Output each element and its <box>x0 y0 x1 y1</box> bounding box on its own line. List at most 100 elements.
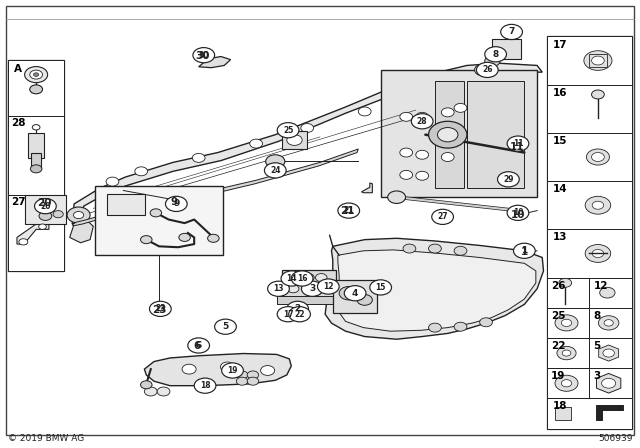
Polygon shape <box>338 250 536 331</box>
Text: 8: 8 <box>493 50 499 59</box>
Bar <box>547 181 632 229</box>
Circle shape <box>561 379 572 387</box>
Polygon shape <box>72 63 542 224</box>
Bar <box>589 338 632 368</box>
Circle shape <box>67 207 90 223</box>
Bar <box>333 280 378 313</box>
Bar <box>547 278 589 308</box>
Text: 16: 16 <box>297 274 307 283</box>
Text: 25: 25 <box>283 126 293 135</box>
Circle shape <box>559 278 572 287</box>
Circle shape <box>157 387 170 396</box>
Bar <box>547 36 632 429</box>
Text: 11: 11 <box>509 142 524 152</box>
Text: 3: 3 <box>593 371 600 381</box>
Circle shape <box>193 47 214 63</box>
Polygon shape <box>198 56 230 68</box>
Circle shape <box>236 377 248 385</box>
Circle shape <box>507 205 529 220</box>
Circle shape <box>600 287 615 298</box>
Text: 23: 23 <box>152 305 166 315</box>
Circle shape <box>25 67 47 82</box>
Circle shape <box>247 377 259 385</box>
Text: 27: 27 <box>12 197 26 207</box>
Bar <box>8 116 64 195</box>
Bar <box>589 278 632 308</box>
Circle shape <box>260 366 275 375</box>
Circle shape <box>317 279 339 294</box>
Circle shape <box>593 153 603 161</box>
Text: 15: 15 <box>552 136 567 146</box>
Bar <box>547 133 632 181</box>
Circle shape <box>141 236 152 244</box>
Text: 9: 9 <box>173 199 179 208</box>
Circle shape <box>592 201 604 209</box>
Circle shape <box>604 320 613 326</box>
Text: 4: 4 <box>352 289 358 298</box>
Circle shape <box>497 172 519 187</box>
Circle shape <box>442 108 454 117</box>
Circle shape <box>29 85 42 94</box>
Bar <box>282 270 336 300</box>
Circle shape <box>194 378 216 393</box>
Text: 17: 17 <box>283 310 293 319</box>
Circle shape <box>166 196 187 211</box>
Circle shape <box>484 47 506 62</box>
Bar <box>547 229 632 278</box>
Polygon shape <box>17 224 49 244</box>
Circle shape <box>30 165 42 173</box>
Circle shape <box>513 243 535 258</box>
Text: 8: 8 <box>593 311 600 321</box>
Circle shape <box>192 153 205 162</box>
Bar <box>547 36 632 85</box>
Bar <box>547 368 589 398</box>
Polygon shape <box>596 405 623 420</box>
Circle shape <box>484 56 500 66</box>
Circle shape <box>19 239 28 245</box>
Text: 23: 23 <box>155 304 166 313</box>
Bar <box>589 368 632 398</box>
Circle shape <box>344 286 366 301</box>
Bar <box>8 195 64 271</box>
Circle shape <box>74 211 84 219</box>
Circle shape <box>603 349 614 357</box>
Circle shape <box>33 73 38 77</box>
Circle shape <box>150 209 162 217</box>
Bar <box>25 195 67 224</box>
Text: A: A <box>42 203 46 208</box>
Circle shape <box>429 323 442 332</box>
Text: 25: 25 <box>551 311 566 321</box>
Circle shape <box>214 319 236 334</box>
Polygon shape <box>325 238 543 339</box>
Bar <box>589 308 632 338</box>
Circle shape <box>266 155 285 168</box>
Bar <box>547 308 589 338</box>
Circle shape <box>247 371 259 379</box>
Text: 5: 5 <box>222 322 228 331</box>
Text: 19: 19 <box>551 371 566 381</box>
Bar <box>555 407 571 420</box>
Circle shape <box>221 363 243 378</box>
Circle shape <box>357 295 372 305</box>
Bar <box>8 60 64 116</box>
Circle shape <box>400 170 413 179</box>
Circle shape <box>438 128 458 142</box>
Text: 2: 2 <box>294 304 301 313</box>
Circle shape <box>500 24 522 39</box>
Circle shape <box>586 149 609 165</box>
Text: 21: 21 <box>340 207 355 216</box>
Text: 26: 26 <box>482 65 493 74</box>
Circle shape <box>429 244 442 253</box>
Text: 16: 16 <box>552 88 567 98</box>
Circle shape <box>38 224 46 229</box>
Circle shape <box>287 285 299 293</box>
Circle shape <box>561 319 572 327</box>
Text: 19: 19 <box>227 366 238 375</box>
Text: 3: 3 <box>309 284 316 293</box>
Circle shape <box>53 211 63 218</box>
Text: 20: 20 <box>37 198 51 207</box>
Circle shape <box>562 350 571 356</box>
Bar <box>107 194 145 215</box>
Circle shape <box>592 250 604 258</box>
Text: 17: 17 <box>552 39 567 50</box>
